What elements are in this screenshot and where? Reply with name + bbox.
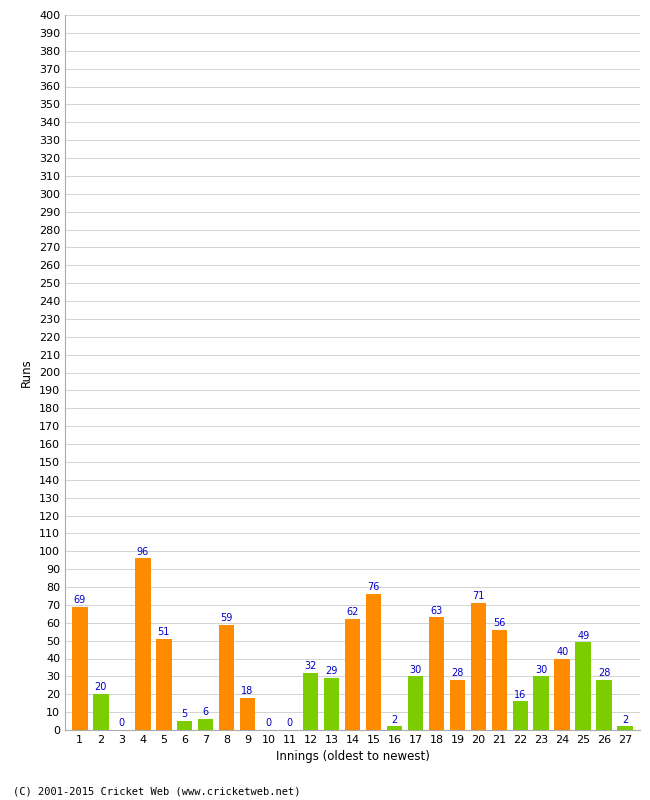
Text: 96: 96 (136, 546, 149, 557)
Bar (72, 606, 88, 730)
Bar (575, 642, 592, 730)
Bar (618, 726, 633, 730)
Text: 32: 32 (304, 661, 317, 671)
Text: 76: 76 (367, 582, 380, 592)
Text: 0: 0 (118, 718, 125, 728)
Bar (471, 603, 486, 730)
Bar (177, 721, 192, 730)
Bar (218, 625, 235, 730)
Bar (597, 680, 612, 730)
Y-axis label: Runs: Runs (20, 358, 33, 387)
Text: (C) 2001-2015 Cricket Web (www.cricketweb.net): (C) 2001-2015 Cricket Web (www.cricketwe… (13, 786, 300, 796)
Bar (428, 618, 445, 730)
Bar (491, 630, 507, 730)
Bar (512, 702, 528, 730)
Text: 0: 0 (265, 718, 272, 728)
Bar (303, 673, 318, 730)
Text: 62: 62 (346, 607, 359, 618)
Text: 69: 69 (73, 595, 86, 605)
Bar (344, 619, 360, 730)
Bar (408, 676, 423, 730)
Text: 56: 56 (493, 618, 506, 628)
Bar (554, 658, 570, 730)
Bar (93, 694, 109, 730)
Text: 30: 30 (535, 665, 547, 674)
Text: 59: 59 (220, 613, 233, 622)
Text: 40: 40 (556, 646, 569, 657)
Text: 16: 16 (514, 690, 526, 700)
Bar (387, 726, 402, 730)
Text: 30: 30 (410, 665, 422, 674)
Bar (240, 698, 255, 730)
Text: 71: 71 (472, 591, 485, 602)
Text: 5: 5 (181, 710, 188, 719)
Bar (198, 719, 213, 730)
Bar (135, 558, 151, 730)
X-axis label: Innings (oldest to newest): Innings (oldest to newest) (276, 750, 430, 763)
Text: 28: 28 (598, 668, 610, 678)
Text: 28: 28 (451, 668, 463, 678)
Bar (156, 639, 172, 730)
Text: 18: 18 (241, 686, 254, 696)
Bar (365, 594, 382, 730)
Text: 6: 6 (203, 707, 209, 718)
Text: 29: 29 (326, 666, 338, 676)
Text: 51: 51 (157, 627, 170, 637)
Text: 2: 2 (622, 714, 629, 725)
Bar (324, 678, 339, 730)
Text: 20: 20 (94, 682, 107, 693)
Text: 0: 0 (287, 718, 292, 728)
Bar (534, 676, 549, 730)
Text: 49: 49 (577, 630, 590, 641)
Text: 2: 2 (391, 714, 398, 725)
Text: 63: 63 (430, 606, 443, 616)
Bar (450, 680, 465, 730)
